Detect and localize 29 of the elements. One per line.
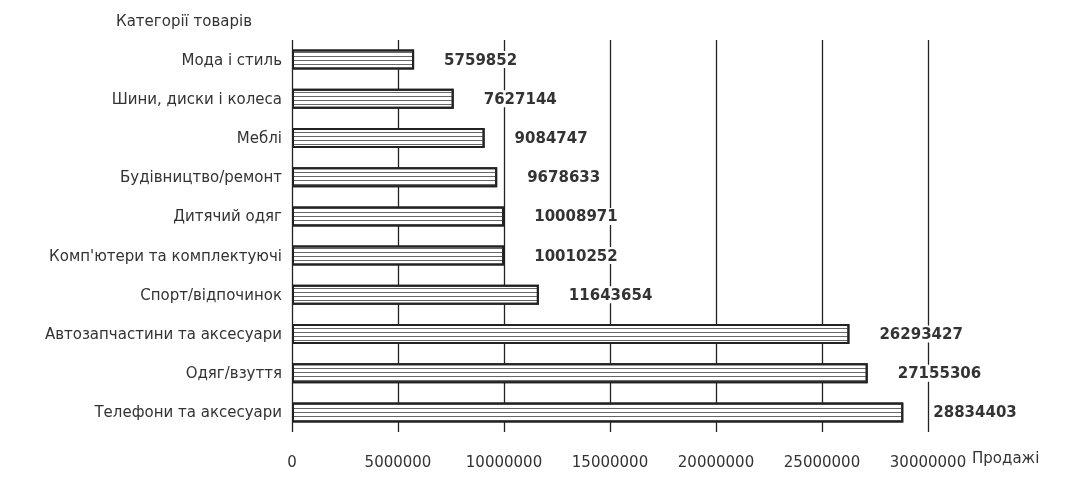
x-tick-label: 25000000 [783, 452, 861, 471]
y-tick-label: Спорт/відпочинок [140, 285, 282, 304]
x-tick-label: 20000000 [677, 452, 755, 471]
y-tick-label: Дитячий одяг [173, 207, 283, 226]
x-tick-label: 10000000 [465, 452, 543, 471]
data-label: 9678633 [527, 168, 601, 187]
data-label: 7627144 [483, 89, 557, 108]
y-axis-title: Категорії товарів [116, 11, 252, 30]
y-tick-label: Телефони та аксесуари [93, 403, 282, 422]
data-label: 28834403 [933, 403, 1017, 422]
y-tick-label: Автозапчастини та аксесуари [44, 325, 282, 343]
x-tick-label: 15000000 [571, 452, 649, 471]
y-tick-label: Меблі [236, 129, 282, 147]
y-tick-label: Комп'ютери та комплектуючі [49, 246, 282, 265]
data-label: 10010252 [534, 246, 618, 265]
data-label: 27155306 [897, 364, 982, 383]
data-label: 10008971 [534, 207, 618, 226]
x-tick-label: 0 [287, 452, 297, 471]
data-label: 11643654 [568, 285, 653, 304]
x-tick-label: 30000000 [889, 452, 967, 471]
data-label: 9084747 [514, 129, 588, 147]
x-axis-title: Продажі [972, 448, 1040, 467]
y-tick-label: Мода і стиль [181, 50, 282, 69]
y-tick-label: Будівництво/ремонт [120, 168, 283, 187]
x-tick-label: 5000000 [364, 452, 432, 471]
data-label: 26293427 [879, 325, 963, 343]
data-label: 5759852 [444, 50, 518, 69]
y-tick-label: Одяг/взуття [185, 364, 282, 383]
y-tick-label: Шини, диски і колеса [111, 89, 282, 108]
